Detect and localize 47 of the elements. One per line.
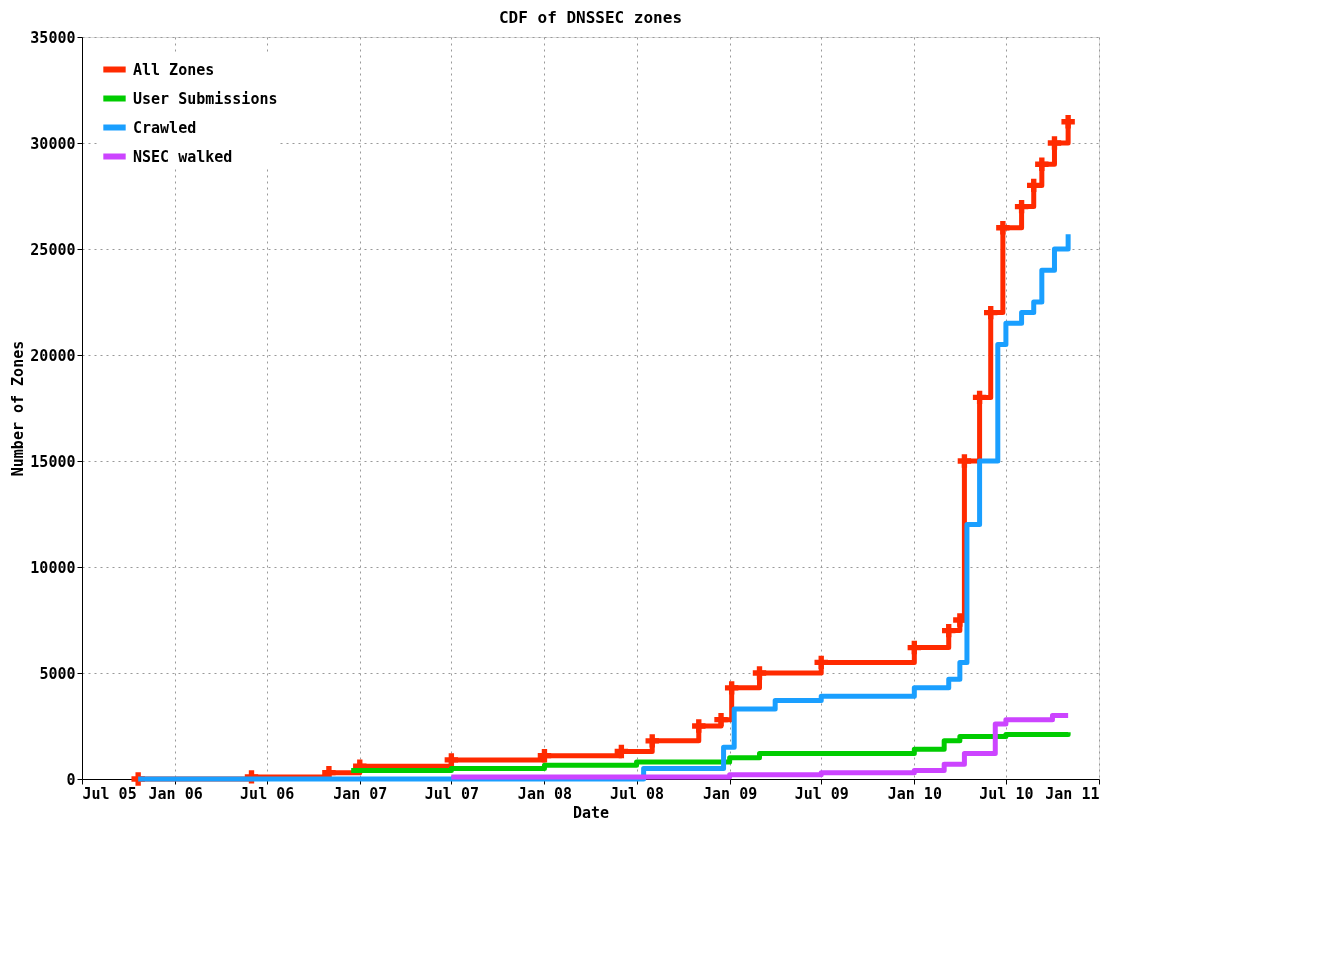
legend-label: NSEC walked — [133, 147, 233, 166]
point — [614, 744, 629, 759]
point — [957, 454, 972, 468]
point — [1047, 136, 1062, 150]
legend-label: User Submissions — [133, 89, 278, 108]
point — [1061, 115, 1075, 129]
y-tick-label: 35000 — [30, 28, 76, 47]
point — [814, 655, 828, 670]
y-tick-label: 25000 — [30, 240, 76, 259]
x-tick-label: Jan 08 — [517, 784, 573, 803]
point — [1035, 157, 1049, 171]
x-tick-label: Jul 05 — [82, 784, 137, 803]
y-tick-label: 20000 — [30, 346, 76, 365]
x-tick-label: Jul 09 — [794, 784, 849, 803]
point — [1014, 199, 1029, 214]
point — [444, 753, 459, 767]
point — [724, 681, 739, 695]
point — [1027, 178, 1041, 193]
legend-label: All Zones — [133, 60, 215, 79]
point — [942, 623, 956, 638]
point — [537, 748, 552, 763]
point — [972, 390, 987, 405]
legend-label: Crawled — [133, 118, 197, 137]
x-axis-title: Date — [572, 803, 610, 822]
x-tick-label: Jan 11 — [1045, 784, 1100, 803]
y-tick-label: 5000 — [39, 664, 76, 683]
point — [907, 640, 922, 655]
point — [752, 666, 767, 680]
x-tick-label: Jul 06 — [240, 784, 295, 803]
y-tick-label: 0 — [66, 770, 76, 789]
point — [996, 221, 1010, 235]
x-tick-label: Jan 06 — [148, 784, 203, 803]
x-tick-label: Jan 09 — [703, 784, 758, 803]
point — [645, 734, 659, 748]
x-tick-label: Jan 07 — [333, 784, 388, 803]
x-tick-label: Jul 07 — [424, 784, 479, 803]
y-tick-label: 15000 — [30, 452, 76, 471]
y-tick-label: 10000 — [30, 558, 76, 577]
point — [984, 305, 998, 320]
chart-title: CDF of DNSSEC zones — [498, 8, 683, 27]
y-axis-title: Number of Zones — [9, 340, 28, 477]
y-tick-label: 30000 — [30, 134, 76, 153]
point — [714, 712, 728, 727]
point — [692, 719, 706, 733]
x-tick-label: Jul 10 — [979, 784, 1034, 803]
x-tick-label: Jul 08 — [609, 784, 665, 803]
x-tick-label: Jan 10 — [887, 784, 942, 803]
